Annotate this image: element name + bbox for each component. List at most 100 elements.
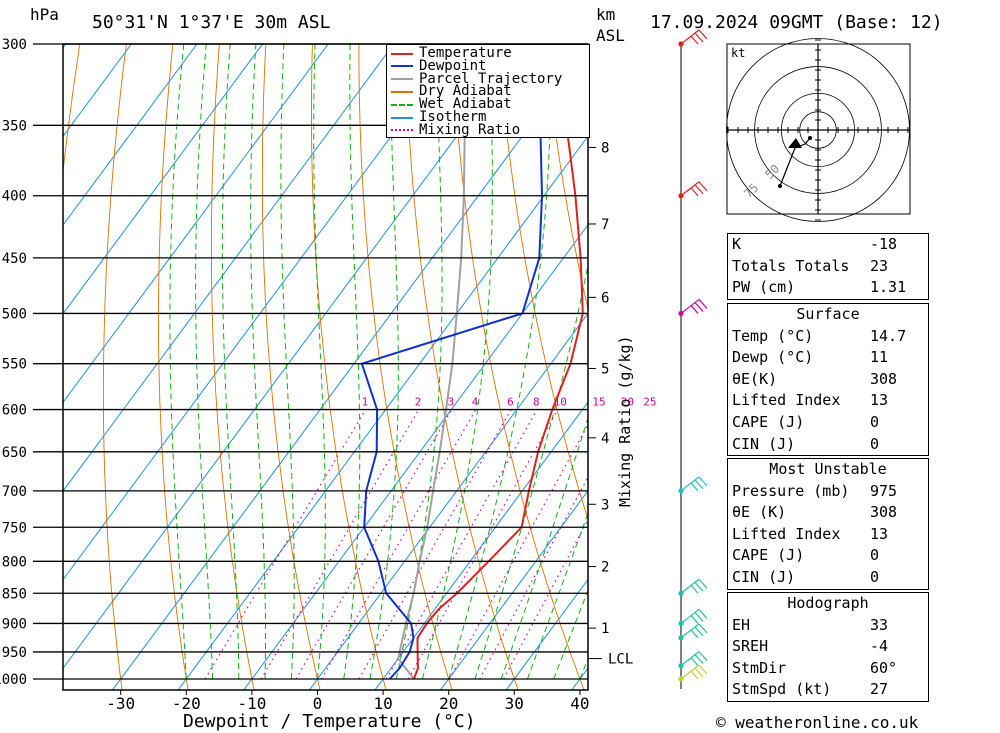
datetime-title: 17.09.2024 09GMT (Base: 12)	[650, 12, 943, 33]
pressure-tick-label: 1000	[0, 672, 27, 688]
index-label: CAPE (J)	[732, 546, 805, 565]
dry-adiabat-line	[358, 44, 453, 690]
index-label: Lifted Index	[732, 391, 841, 410]
index-row: StmDir 60°	[728, 658, 928, 680]
legend-label: Isotherm	[419, 109, 487, 125]
legend-item: Isotherm	[391, 109, 487, 125]
legend-label: Parcel Trajectory	[419, 70, 563, 87]
index-row: SREH -4	[728, 636, 928, 658]
dry-adiabat-line	[210, 44, 255, 690]
dry-adiabat-line	[497, 44, 588, 521]
index-row: Pressure (mb) 975	[728, 481, 928, 503]
index-label: K	[732, 235, 742, 253]
mixing-ratio-label: 1	[362, 396, 369, 409]
legend-box: Temperature Dewpoint Parcel Trajectory Dry …	[386, 44, 590, 138]
dry-adiabat-line	[952, 8, 1000, 705]
wind-barb	[680, 578, 708, 594]
index-label: Totals Totals	[732, 256, 850, 275]
index-value: 975	[870, 481, 898, 500]
wind-barb	[680, 608, 708, 624]
wet-adiabat-line	[195, 44, 213, 679]
index-label: CIN (J)	[732, 434, 796, 453]
legend-swatch	[391, 103, 413, 106]
legend-item: Temperature	[391, 45, 512, 61]
index-row: CAPE (J) 0	[728, 545, 928, 567]
dry-adiabat-line	[311, 44, 387, 690]
index-row: StmSpd (kt) 27	[728, 679, 928, 701]
location-title: 50°31'N 1°37'E 30m ASL	[92, 12, 331, 33]
index-value: 0	[870, 434, 880, 453]
indices-panel-top: K -18 Totals Totals 23 PW (cm) 1.31	[727, 233, 929, 300]
pressure-tick-label: 750	[2, 520, 27, 536]
km-tick-label: 2	[601, 560, 609, 576]
index-row: CIN (J) 0	[728, 567, 928, 589]
index-row: EH 33	[728, 615, 928, 637]
index-row: PW (cm) 1.31	[728, 277, 928, 299]
mixing-ratio-line	[320, 409, 477, 680]
index-label: PW (cm)	[732, 278, 796, 297]
index-row: Lifted Index 13	[728, 390, 928, 412]
legend-item: Dry Adiabat	[391, 84, 512, 98]
index-row: θE (K) 308	[728, 502, 928, 524]
dry-adiabat-line	[451, 44, 585, 690]
temp-tick-label: -10	[237, 694, 266, 713]
legend-item: Wet Adiabat	[391, 97, 512, 111]
hodograph-storm-marker	[788, 138, 802, 148]
km-tick-label: 4	[601, 431, 609, 447]
legend-swatch	[391, 65, 413, 68]
legend-swatch	[391, 52, 413, 55]
parcel-trajectory-line	[397, 44, 467, 680]
wind-barb	[680, 651, 708, 667]
hodograph-panel: Hodograph EH 33 SREH -4 StmDir 60° StmSpd (kt) 2…	[727, 592, 929, 702]
isotherm-line	[63, 44, 395, 492]
mixing-ratio-label: 3	[448, 396, 455, 409]
pressure-tick-label: 850	[2, 586, 27, 602]
wind-barb	[680, 476, 708, 492]
mixing-ratio-line	[295, 409, 453, 680]
hodograph-point	[778, 184, 782, 188]
asl-label: ASL	[596, 26, 625, 45]
km-tick-label: 5	[601, 361, 609, 377]
temp-tick-label: 40	[570, 694, 589, 713]
dry-adiabat-line	[158, 44, 189, 690]
legend-swatch	[391, 116, 413, 119]
wind-barb	[680, 664, 708, 680]
isotherm-line	[63, 44, 198, 226]
dry-adiabat-line	[261, 44, 321, 690]
panel-title: Surface	[796, 305, 860, 323]
index-row: Dewp (°C) 11	[728, 347, 928, 369]
temp-tick-label: 30	[505, 694, 524, 713]
wind-barb	[680, 623, 708, 639]
pressure-tick-label: 500	[2, 306, 27, 322]
most-unstable-panel: Most Unstable Pressure (mb) 975 θE (K) 308 Li…	[727, 458, 929, 590]
pressure-tick-label: 550	[2, 357, 27, 373]
wet-adiabat-line	[500, 416, 588, 680]
isotherm-line	[243, 223, 588, 690]
index-row: CIN (J) 0	[728, 434, 928, 456]
index-value: 33	[870, 615, 889, 634]
temp-tick-label: 20	[439, 694, 458, 713]
index-value: -18	[870, 235, 898, 253]
dry-adiabat-line	[63, 44, 81, 176]
mixing-ratio-label: 2	[415, 396, 422, 409]
legend-label: Dewpoint	[419, 57, 487, 74]
index-row: Lifted Index 13	[728, 524, 928, 546]
pressure-tick-label: 950	[2, 645, 27, 661]
legend-label: Temperature	[419, 45, 512, 61]
isotherm-line	[505, 578, 588, 690]
index-label: StmDir	[732, 658, 787, 677]
mixing-ratio-line	[260, 409, 420, 680]
index-label: Pressure (mb)	[732, 481, 850, 500]
isotherm-line	[63, 44, 329, 404]
index-row: θE(K) 308	[728, 369, 928, 391]
wet-adiabat-line	[280, 44, 295, 680]
mixing-ratio-label: 25	[643, 396, 656, 409]
legend-swatch	[391, 129, 413, 132]
index-value: 14.7	[870, 326, 907, 345]
copyright: © weatheronline.co.uk	[716, 713, 919, 732]
x-axis-label: Dewpoint / Temperature (°C)	[183, 711, 476, 732]
wet-adiabat-line	[474, 262, 588, 680]
km-tick-label: 7	[601, 217, 609, 233]
panel-title: Most Unstable	[769, 460, 887, 478]
